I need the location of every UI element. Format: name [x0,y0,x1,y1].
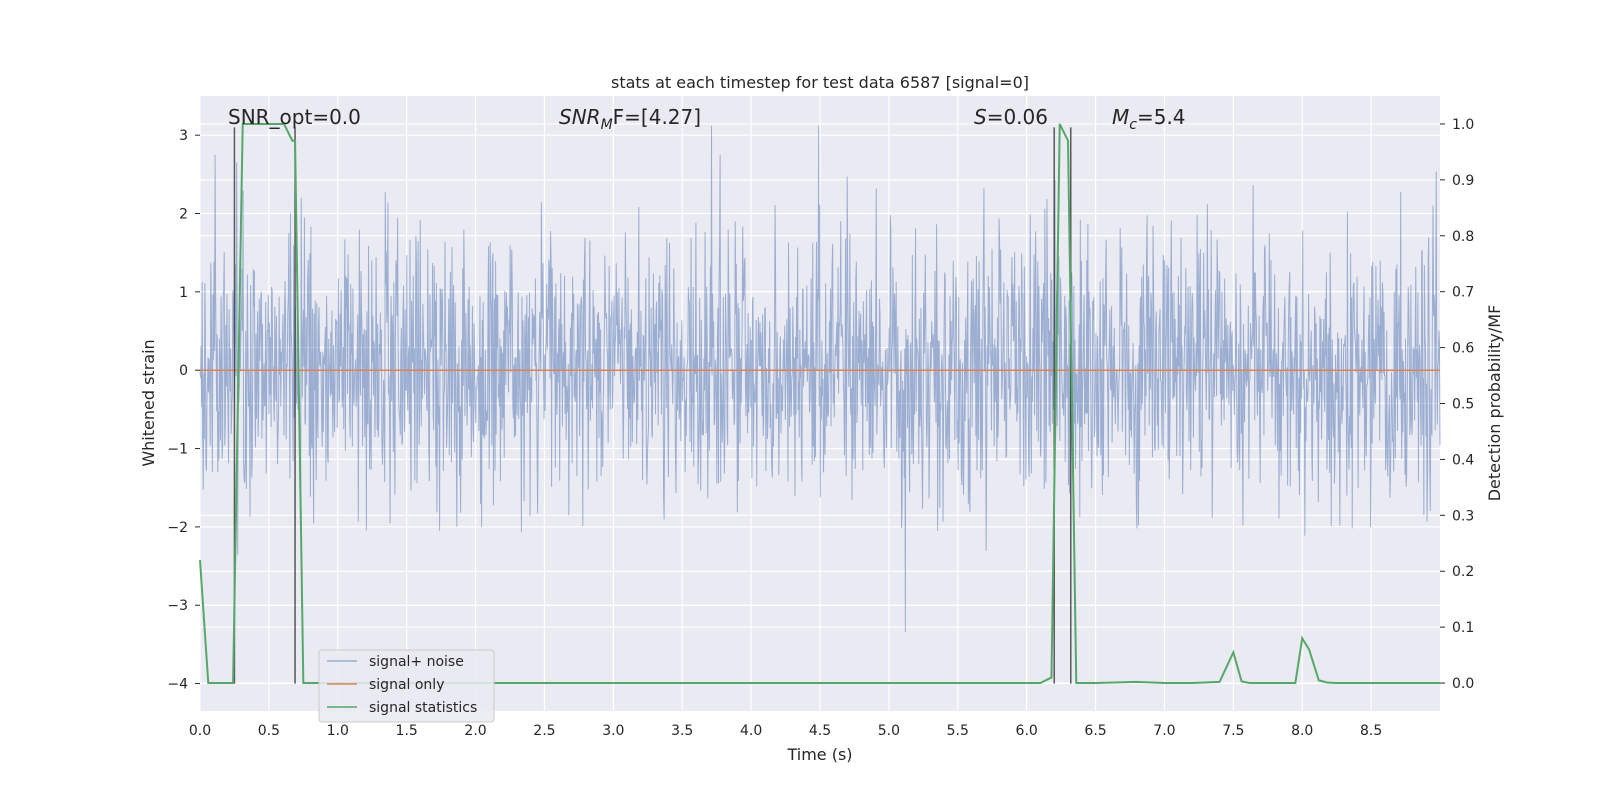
x-axis-label: Time (s) [786,745,852,764]
legend-label-signal-only: signal only [369,677,444,693]
annotation-mc: Mc=5.4 [1112,105,1186,133]
x-tick-label: 3.5 [671,723,693,739]
x-tick-label: 0.0 [189,723,211,739]
x-tick-label: 4.0 [740,723,762,739]
signal-statistics-series [199,122,1440,685]
legend: signal+ noise signal only signal statist… [318,649,495,723]
x-tick-label: 1.5 [396,723,418,739]
y-tick-label: 1 [179,285,188,301]
x-tick-label: 6.0 [1016,723,1038,739]
x-tick-label: 5.0 [878,723,900,739]
y-tick-label: −4 [167,677,188,693]
y-axis-right-label: Detection probability/MF [1485,305,1504,502]
y-right-tick-label: 0.7 [1452,285,1474,301]
y-right-tick-label: 0.8 [1452,229,1474,245]
legend-label-signal-statistics: signal statistics [369,700,477,716]
x-tick-label: 0.5 [258,723,280,739]
signal-statistics-line [199,122,1440,685]
y-right-tick-label: 0.6 [1452,341,1474,357]
y-tick-label: 3 [179,128,188,144]
y-right-tick-label: 0.0 [1452,676,1474,692]
x-tick-label: 7.5 [1222,723,1244,739]
y-right-tick-label: 0.4 [1452,452,1474,468]
y-tick-label: 0 [179,363,188,379]
x-tick-label: 4.5 [809,723,831,739]
y-right-tick-label: 0.5 [1452,397,1474,413]
x-tick-label: 2.5 [533,723,555,739]
y-axis-label: Whitened strain [139,339,158,466]
y-right-tick-label: 1.0 [1452,117,1474,133]
x-tick-label: 8.5 [1360,723,1382,739]
x-tick-label: 8.0 [1291,723,1313,739]
y-tick-label: 2 [179,207,188,223]
x-tick-label: 7.0 [1153,723,1175,739]
legend-label-signal-noise: signal+ noise [369,654,464,670]
annotation-snr-opt: SNR_opt=0.0 [228,105,361,129]
ticks: 0.0 0.5 1.0 1.5 2.0 2.5 3.0 3.5 4.0 4.5 5.0 5.5 6.0 6… [167,117,1474,739]
x-tick-label: 5.5 [947,723,969,739]
y-tick-label: −1 [167,442,188,458]
y-right-tick-label: 0.9 [1452,173,1474,189]
x-tick-label: 3.0 [602,723,624,739]
y-tick-label: −2 [167,520,188,536]
x-tick-label: 6.5 [1084,723,1106,739]
annotation-snr-mf: SNRMF=[4.27] [559,105,701,133]
y-right-tick-label: 0.3 [1452,508,1474,524]
y-tick-label: −3 [167,598,188,614]
x-tick-label: 1.0 [327,723,349,739]
signal-noise-series [199,125,1441,632]
annotation-s: S=0.06 [974,105,1048,129]
x-tick-label: 2.0 [464,723,486,739]
legend-box [318,649,495,723]
y-right-tick-label: 0.1 [1452,620,1474,636]
signal-noise-line [199,125,1441,632]
chart-title: stats at each timestep for test data 658… [611,73,1029,92]
y-right-tick-label: 0.2 [1452,564,1474,580]
